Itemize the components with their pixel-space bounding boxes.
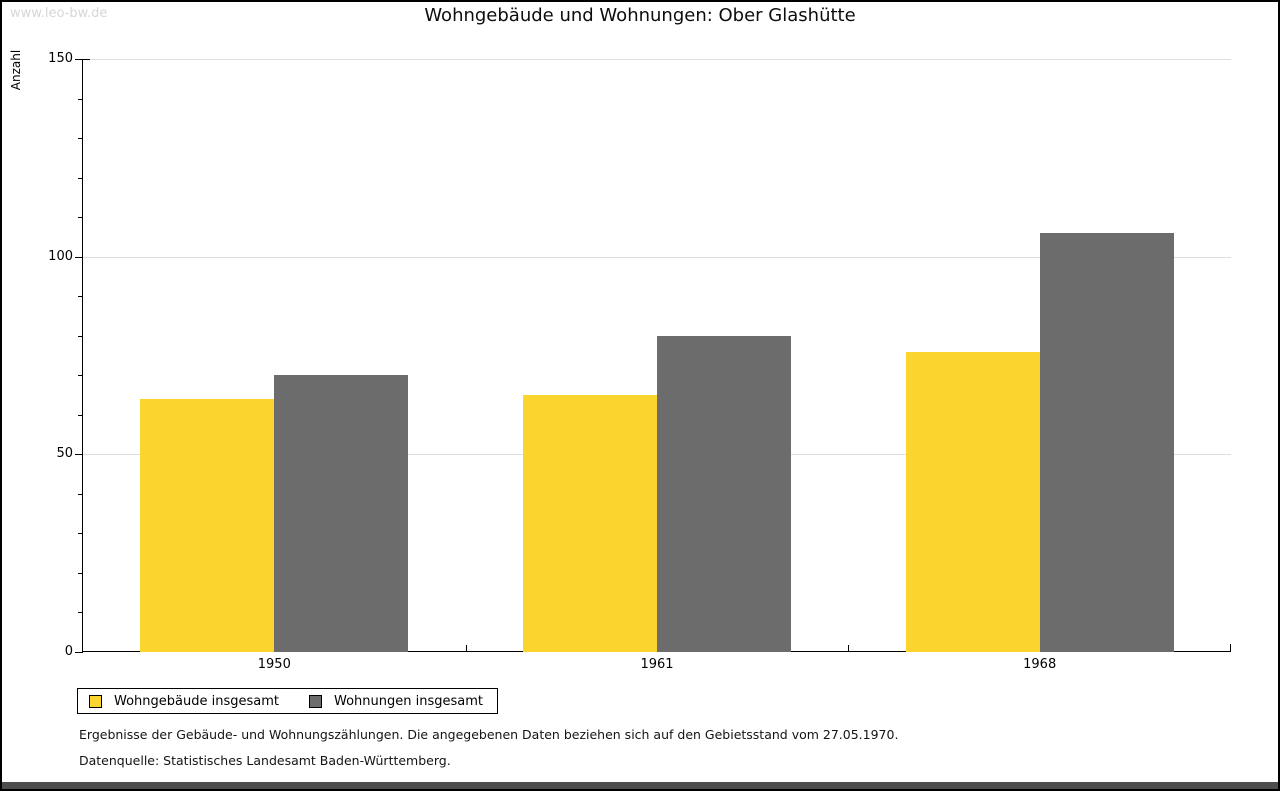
legend-swatch-icon (89, 694, 102, 708)
y-tick-40 (78, 493, 83, 495)
x-axis-end-cap (1230, 644, 1231, 652)
footnote-gebietsstand: Ergebnisse der Gebäude- und Wohnungszähl… (79, 727, 899, 742)
footnote-datenquelle: Datenquelle: Statistisches Landesamt Bad… (79, 753, 451, 768)
y-axis-top-cap (83, 59, 90, 60)
bottom-scrollbar[interactable] (2, 782, 1278, 789)
x-tick-label-1968: 1968 (1023, 657, 1057, 672)
bar-series0-1961 (523, 395, 657, 652)
y-tick-120 (78, 177, 83, 179)
y-tick-130 (78, 138, 83, 140)
bar-series0-1968 (905, 351, 1040, 652)
y-tick-80 (78, 335, 83, 337)
y-gridline-150 (83, 59, 1231, 60)
plot-area: 1950 1961 1968 0 50 100 150 (48, 52, 1231, 672)
legend-label: Wohngebäude insgesamt (114, 693, 279, 709)
chart-title: Wohngebäude und Wohnungen: Ober Glashütt… (424, 5, 856, 26)
legend-label: Wohnungen insgesamt (334, 693, 483, 709)
y-tick-150 (75, 59, 83, 60)
legend-swatch-icon (309, 694, 322, 708)
y-tick-label-0: 0 (64, 644, 73, 659)
y-tick-50 (75, 454, 83, 456)
y-tick-90 (78, 296, 83, 298)
y-tick-0 (75, 652, 83, 653)
y-tick-60 (78, 414, 83, 416)
y-tick-140 (78, 98, 83, 100)
x-tick-label-1950: 1950 (257, 657, 291, 672)
y-tick-70 (78, 375, 83, 377)
y-tick-110 (78, 217, 83, 219)
legend-item-0: Wohngebäude insgesamt (89, 694, 279, 709)
y-tick-30 (78, 533, 83, 535)
y-tick-label-100: 100 (48, 248, 73, 264)
legend-item-1: Wohnungen insgesamt (309, 694, 483, 709)
x-tick-label-1961: 1961 (640, 657, 674, 672)
y-tick-10 (78, 612, 83, 614)
legend: Wohngebäude insgesamt Wohnungen insgesamt (77, 688, 498, 714)
x-boundary-tick-2 (848, 645, 850, 652)
y-tick-label-150: 150 (48, 51, 73, 66)
bar-series0-1950 (140, 399, 275, 652)
x-boundary-tick-1 (465, 645, 467, 652)
watermark: www.leo-bw.de (10, 6, 108, 21)
y-tick-label-50: 50 (56, 446, 73, 462)
bar-series1-1961 (657, 335, 791, 652)
bar-series1-1950 (274, 375, 409, 652)
y-tick-20 (78, 572, 83, 574)
bar-series1-1968 (1039, 232, 1174, 652)
y-gridline-100 (83, 256, 1231, 258)
y-tick-100 (75, 256, 83, 258)
